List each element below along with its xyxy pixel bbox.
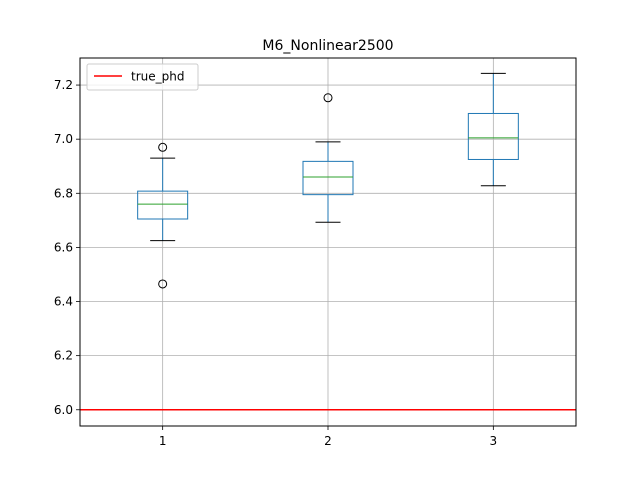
y-tick-label: 7.2: [54, 78, 73, 92]
box-plots: [137, 72, 519, 289]
box-group-1: [137, 142, 189, 289]
x-tick-label: 1: [159, 434, 167, 448]
y-tick-label: 6.0: [54, 403, 73, 417]
box-body: [302, 160, 354, 196]
box-group-3: [467, 72, 519, 187]
outlier-point: [158, 279, 168, 289]
legend-label-true-phd: true_phd: [131, 70, 184, 84]
legend-frame: [86, 63, 199, 91]
x-tick-label: 3: [490, 434, 498, 448]
y-tick-label: 6.6: [54, 240, 73, 254]
axes: 6.0 6.2 6.4 6.6 6.8 7.0 7.2 1 2 3: [54, 78, 497, 448]
y-tick-label: 6.2: [54, 349, 73, 363]
box-body: [467, 112, 519, 160]
chart-title: M6_Nonlinear2500: [262, 38, 393, 54]
box-group-2: [302, 93, 354, 223]
y-tick-label: 7.0: [54, 132, 73, 146]
y-tick-label: 6.4: [54, 295, 73, 309]
x-tick-label: 2: [324, 434, 332, 448]
outlier-point: [323, 93, 333, 103]
outlier-point: [158, 142, 168, 152]
box-body: [137, 190, 189, 220]
legend: true_phd: [86, 63, 199, 91]
y-tick-label: 6.8: [54, 186, 73, 200]
